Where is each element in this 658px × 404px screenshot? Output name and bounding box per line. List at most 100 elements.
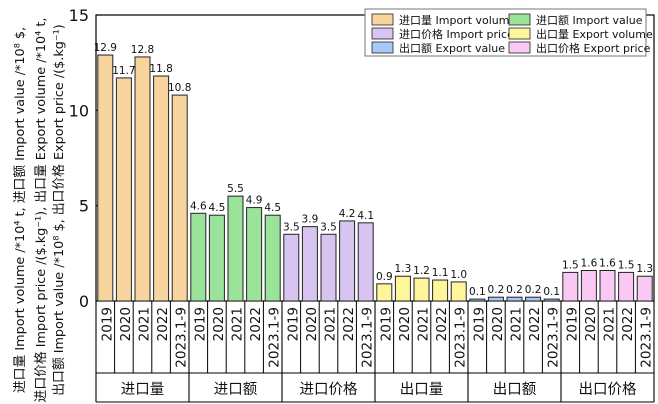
bar-1-2 [115,77,132,302]
plot-area: 0 5 10 15 12.9 2019 11.7 2020 12.8 2021 11.8 2022 10… [69,6,655,403]
data-label-4-1: 0.9 [376,271,393,283]
bar-6-1 [562,271,579,302]
group-label-4: 出口量 [400,381,444,398]
y-axis-title-line-1: 进口量 Import volume /*10⁴ t, 进口额 Import va… [13,27,28,393]
year-label-5-1: 2019 [471,307,487,341]
legend-swatch-5 [371,41,394,54]
data-label-3-3: 3.5 [320,221,337,233]
legend-swatch-2 [508,13,531,26]
data-label-2-1: 4.6 [190,200,207,212]
data-label-4-5: 1.0 [450,269,467,281]
data-label-6-2: 1.6 [581,257,598,269]
year-label-3-4: 2022 [341,307,357,341]
group-label-3: 进口价格 [300,381,358,398]
year-label-4-4: 2022 [434,307,450,341]
bar-1-5 [171,94,188,302]
legend-swatch-1 [371,13,394,26]
bar-3-5 [357,222,374,302]
bar-1-1 [97,54,114,302]
legend: 进口量 Import volume 进口额 Import value 进口价格 Im… [364,8,653,57]
bar-3-1 [283,233,300,302]
legend-label-6: 出口价格 Export price [536,41,651,55]
data-label-1-4: 11.8 [149,63,172,75]
data-label-6-4: 1.5 [618,259,635,271]
legend-label-3: 进口价格 Import price [399,27,514,41]
data-label-5-4: 0.2 [525,284,542,296]
year-label-6-1: 2019 [564,307,580,341]
year-label-4-1: 2019 [378,307,394,341]
y-tick-label-5: 5 [79,197,89,216]
data-label-3-2: 3.9 [302,214,319,226]
y-tick-label-10: 10 [69,101,89,120]
bar-2-1 [190,212,207,302]
year-label-5-4: 2022 [527,307,543,341]
bar-5-3 [506,296,523,302]
bar-5-2 [487,296,504,302]
bar-6-2 [580,269,597,302]
data-label-2-5: 4.5 [264,202,281,214]
year-label-3-5: 2023.1-9 [360,307,376,368]
year-label-3-3: 2021 [323,307,339,341]
bar-2-3 [227,195,244,302]
year-label-1-1: 2019 [99,307,115,341]
group-label-6: 出口价格 [579,381,637,398]
bar-4-4 [432,279,449,302]
legend-swatch-4 [508,27,531,40]
bar-6-4 [618,271,635,302]
bar-4-1 [376,283,393,302]
legend-label-4: 出口量 Export volume [536,27,653,41]
group-label-5: 出口额 [493,381,537,398]
year-label-6-4: 2022 [620,307,636,341]
data-label-5-1: 0.1 [469,286,486,298]
year-label-2-3: 2021 [230,307,246,341]
bar-6-3 [599,269,616,302]
data-label-1-3: 12.8 [131,44,154,56]
bar-4-5 [450,281,467,302]
year-label-4-2: 2020 [397,307,413,341]
bar-3-2 [301,226,318,302]
year-label-4-5: 2023.1-9 [453,307,469,368]
data-label-2-4: 4.9 [246,195,263,207]
y-axis-title: 进口量 Import volume /*10⁴ t, 进口额 Import va… [13,18,67,403]
data-label-3-4: 4.2 [339,208,356,220]
legend-label-5: 出口额 Export value [399,41,505,55]
year-label-1-2: 2020 [118,307,134,341]
year-label-2-2: 2020 [211,307,227,341]
year-label-1-3: 2021 [137,307,153,341]
data-label-2-3: 5.5 [227,183,244,195]
data-label-5-3: 0.2 [506,284,523,296]
year-label-5-5: 2023.1-9 [546,307,562,368]
data-label-1-1: 12.9 [94,42,117,54]
bar-5-4 [525,296,542,302]
data-label-6-1: 1.5 [562,259,579,271]
data-label-4-4: 1.1 [432,267,449,279]
group-label-2: 进口额 [214,381,258,398]
bar-6-5 [636,275,653,302]
year-label-6-3: 2021 [602,307,618,341]
y-tick-label-0: 0 [79,292,89,311]
bar-5-1 [469,298,486,302]
legend-box [364,8,647,57]
year-label-6-5: 2023.1-9 [639,307,655,368]
data-label-4-3: 1.2 [413,265,430,277]
bar-2-4 [246,207,263,302]
legend-label-2: 进口额 Import value [536,14,643,27]
year-label-5-2: 2020 [490,307,506,341]
bar-3-3 [320,233,337,302]
bar-2-2 [208,214,225,302]
data-label-4-2: 1.3 [395,263,412,275]
data-label-2-2: 4.5 [209,202,226,214]
data-label-6-5: 1.3 [636,263,653,275]
year-label-2-5: 2023.1-9 [267,307,283,368]
data-label-3-1: 3.5 [283,221,300,233]
legend-swatch-6 [508,41,531,54]
year-label-6-2: 2020 [583,307,599,341]
data-label-6-3: 1.6 [599,257,616,269]
data-label-1-2: 11.7 [112,65,135,77]
bar-1-3 [134,56,151,302]
data-label-5-2: 0.2 [488,284,505,296]
group-label-1: 进口量 [121,381,165,398]
y-axis-title-line-2: 进口价格 Import price /($.kg⁻¹), 出口量 Export … [33,18,49,403]
year-label-1-4: 2022 [155,307,171,341]
